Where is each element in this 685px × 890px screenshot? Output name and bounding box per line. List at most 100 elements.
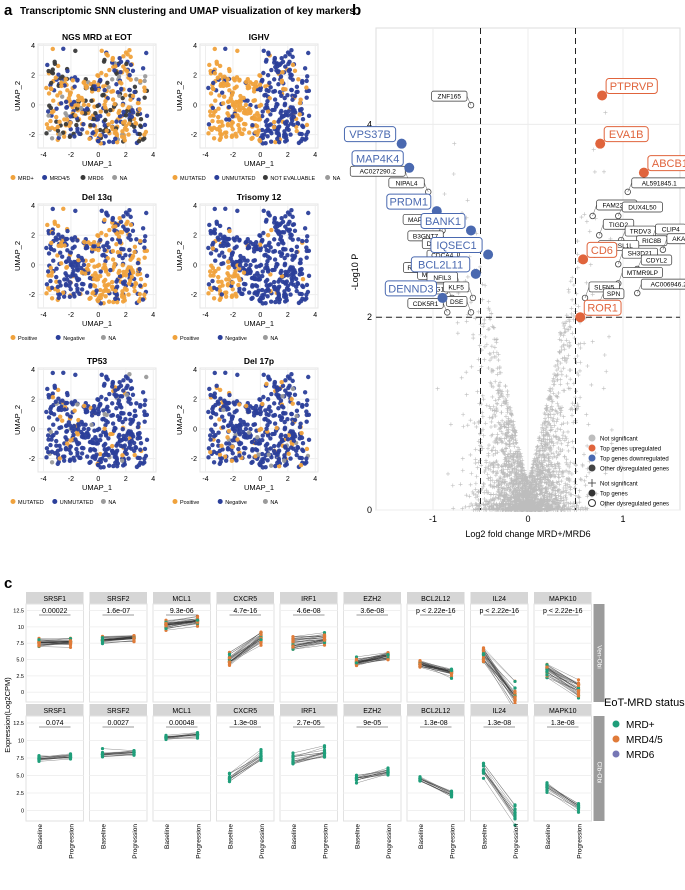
umap-point bbox=[289, 372, 294, 377]
umap-point bbox=[120, 255, 125, 261]
umap-x-tick: -2 bbox=[230, 312, 236, 319]
umap-point bbox=[300, 123, 305, 128]
umap-point bbox=[272, 237, 277, 242]
umap-point bbox=[230, 120, 235, 125]
facet-panel bbox=[470, 715, 529, 822]
umap-point bbox=[52, 59, 57, 65]
umap-point bbox=[91, 440, 97, 446]
umap-point bbox=[117, 417, 122, 422]
umap-point bbox=[306, 374, 311, 380]
umap-point bbox=[103, 117, 108, 123]
umap-panels: NGS MRD at EOT-4 -2 0 2 4-2024UMAP_1UMAP_2MR… bbox=[10, 32, 341, 506]
umap-point bbox=[291, 438, 297, 444]
umap-point bbox=[76, 93, 81, 99]
umap-point bbox=[73, 437, 78, 442]
umap-point bbox=[57, 279, 62, 285]
umap-point bbox=[302, 137, 308, 142]
umap-point bbox=[272, 88, 278, 94]
umap-title: IGHV bbox=[249, 32, 270, 42]
umap-point bbox=[53, 75, 58, 80]
umap-point bbox=[49, 449, 55, 455]
umap-point bbox=[282, 289, 287, 294]
umap-point bbox=[285, 113, 291, 118]
umap-point bbox=[79, 270, 85, 275]
umap-point bbox=[224, 83, 229, 88]
umap-point bbox=[132, 84, 138, 90]
volcano-legend-shape bbox=[588, 499, 596, 507]
volcano-legend-label: Other dysregulated genes bbox=[600, 502, 669, 508]
umap-point bbox=[278, 110, 283, 115]
volcano-gene-label: ZNF165 bbox=[438, 94, 462, 101]
umap-point bbox=[123, 273, 129, 278]
umap-point bbox=[127, 48, 132, 53]
umap-point bbox=[214, 219, 219, 225]
umap-point bbox=[130, 228, 136, 234]
paired-lines bbox=[419, 660, 452, 679]
umap-point bbox=[281, 294, 287, 299]
umap-point bbox=[276, 463, 282, 469]
umap-point bbox=[49, 110, 55, 115]
progression-point bbox=[576, 803, 581, 807]
umap-legend-swatch bbox=[10, 499, 16, 504]
umap-point bbox=[138, 238, 143, 244]
umap-point bbox=[268, 85, 273, 90]
umap-point bbox=[98, 433, 103, 438]
umap-x-label: UMAP_1 bbox=[244, 319, 274, 328]
umap-point bbox=[114, 119, 119, 124]
umap-point bbox=[249, 136, 254, 142]
umap-point bbox=[226, 428, 232, 434]
gene-strip-label: MAPK10 bbox=[549, 596, 577, 603]
umap-point bbox=[222, 290, 228, 295]
umap-point bbox=[60, 130, 66, 135]
umap-point bbox=[95, 82, 101, 87]
umap-point bbox=[48, 429, 54, 435]
umap-x-tick: 4 bbox=[151, 152, 155, 159]
volcano-label-box bbox=[442, 281, 470, 293]
umap-point bbox=[256, 452, 261, 457]
umap-point bbox=[219, 443, 224, 449]
umap-point bbox=[52, 383, 57, 389]
umap-point bbox=[87, 460, 92, 466]
umap-point bbox=[62, 83, 67, 88]
umap-point bbox=[206, 85, 211, 91]
umap-point bbox=[223, 46, 228, 51]
umap-point bbox=[266, 128, 271, 133]
umap-point bbox=[260, 451, 265, 457]
umap-point bbox=[210, 429, 216, 435]
volcano-leader bbox=[466, 96, 472, 106]
umap-point bbox=[281, 86, 286, 92]
umap-point bbox=[99, 48, 104, 53]
umap-point bbox=[288, 132, 293, 137]
umap-point bbox=[290, 62, 296, 68]
umap-point bbox=[105, 80, 110, 86]
umap-point bbox=[304, 446, 310, 452]
umap-point bbox=[292, 417, 298, 423]
umap-point bbox=[276, 242, 281, 247]
facet-strip bbox=[153, 704, 211, 716]
umap-point bbox=[294, 89, 299, 95]
umap-point bbox=[265, 72, 271, 78]
umap-point bbox=[68, 250, 73, 255]
umap-point bbox=[246, 407, 251, 413]
umap-point bbox=[144, 273, 150, 279]
umap-point bbox=[87, 115, 93, 121]
umap-point bbox=[102, 411, 107, 417]
umap-title: Del 17p bbox=[244, 356, 274, 366]
umap-point bbox=[223, 370, 228, 375]
umap-point bbox=[112, 228, 117, 233]
facet-panel bbox=[406, 603, 465, 703]
umap-point bbox=[60, 290, 66, 295]
baseline-point bbox=[100, 754, 105, 759]
umap-point bbox=[130, 432, 135, 437]
volcano-gene-label: AC027290.2 bbox=[360, 169, 397, 176]
umap-point bbox=[121, 109, 126, 115]
umap-point bbox=[241, 270, 247, 275]
umap-point bbox=[111, 299, 116, 305]
facet-panel bbox=[533, 715, 592, 822]
paired-lines bbox=[292, 632, 325, 650]
umap-point bbox=[304, 456, 309, 461]
umap-point bbox=[67, 294, 73, 299]
umap-point bbox=[212, 370, 217, 376]
umap-point bbox=[241, 434, 247, 439]
